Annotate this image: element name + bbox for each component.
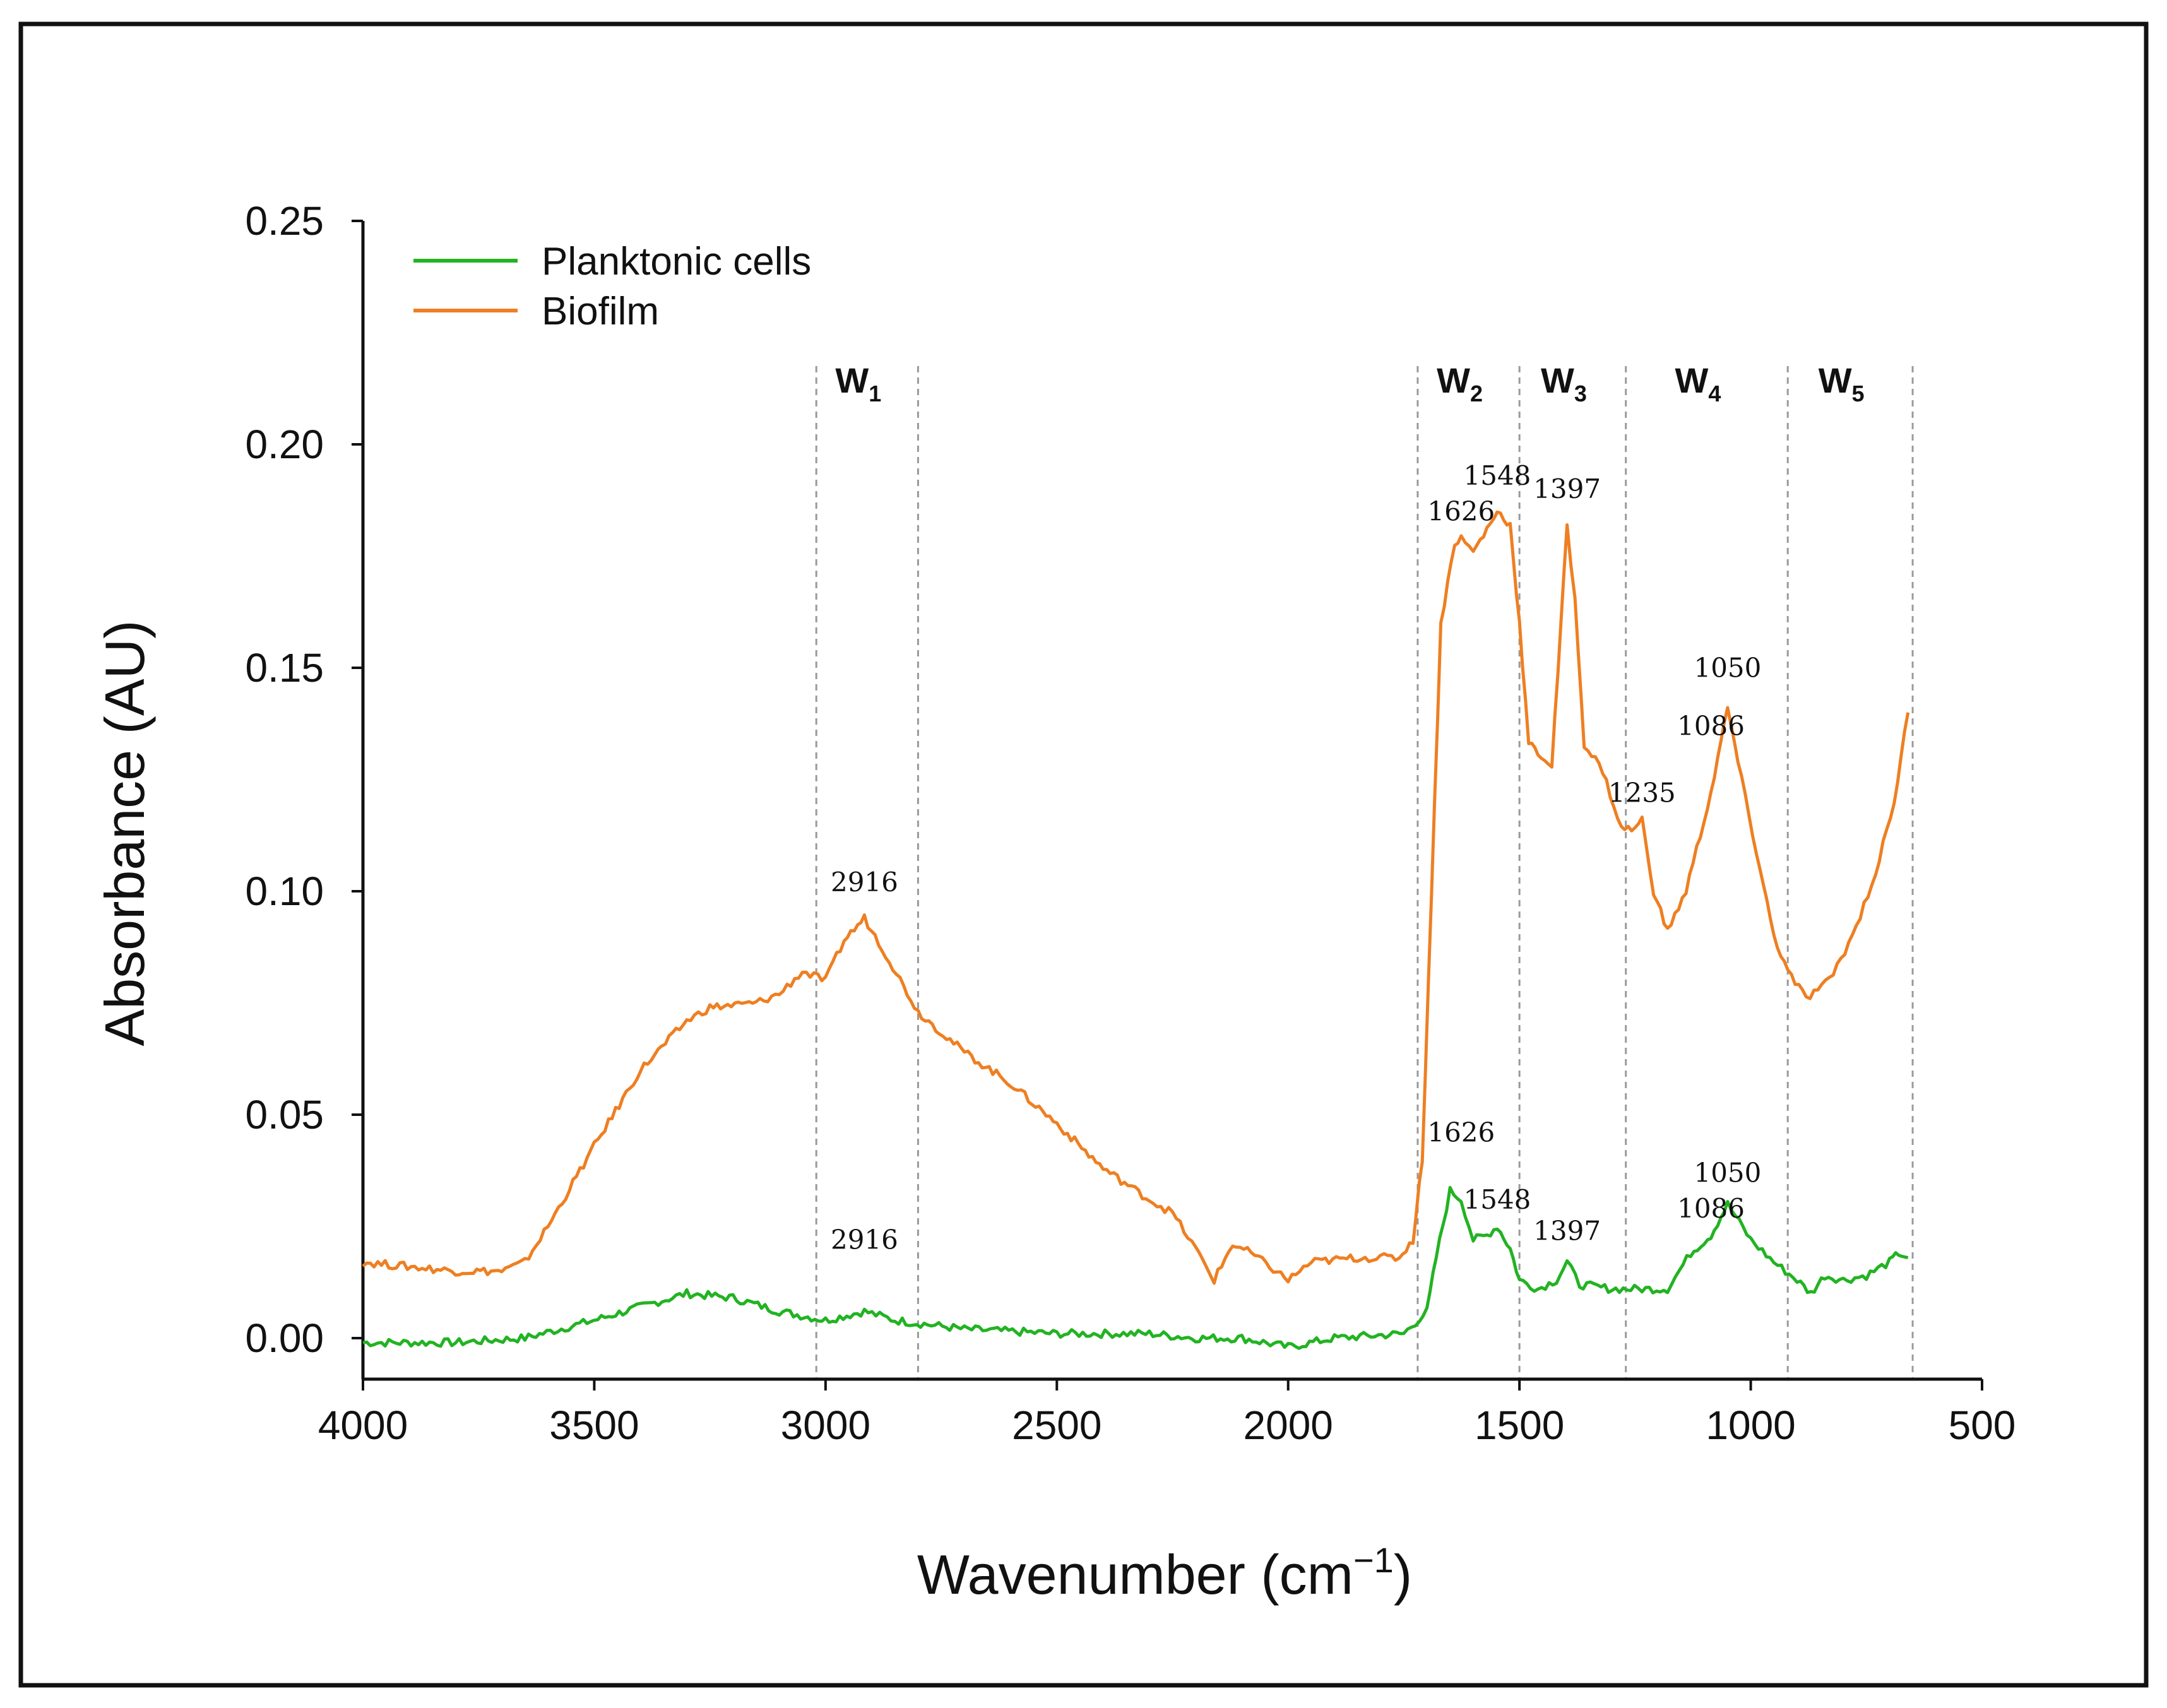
x-tick-label: 3000 [781, 1403, 870, 1448]
x-tick-label: 500 [1949, 1403, 2016, 1448]
region-label-main: W [1437, 360, 1470, 400]
region-label-w2: W2 [1437, 360, 1483, 406]
x-axis-title-main: Wavenumber (cm [917, 1543, 1353, 1606]
region-label-w3: W3 [1541, 360, 1587, 406]
peak-label: 2916 [831, 1225, 898, 1255]
y-ticks: 0.00 0.05 0.10 0.15 0.20 0.25 [245, 198, 363, 1361]
x-axis-title: Wavenumber (cm−1) [917, 1540, 1412, 1606]
region-label-main: W [1675, 360, 1709, 400]
y-tick-label: 0.15 [245, 645, 324, 691]
peak-label: 1626 [1427, 496, 1495, 527]
region-label-subscript: 3 [1574, 381, 1587, 406]
y-tick-label: 0.20 [245, 422, 324, 467]
peak-label: 1548 [1464, 1184, 1531, 1215]
peak-label: 1548 [1464, 460, 1531, 491]
legend-label-planktonic: Planktonic cells [542, 240, 811, 283]
region-labels: W1 W2 W3 W4 W5 [835, 360, 1864, 406]
peak-label: 1626 [1427, 1117, 1495, 1148]
region-label-w5: W5 [1819, 360, 1865, 406]
y-tick-label: 0.00 [245, 1315, 324, 1361]
peak-label: 1235 [1608, 778, 1676, 809]
x-tick-label: 3500 [549, 1403, 639, 1448]
region-label-main: W [1541, 360, 1574, 400]
region-label-w4: W4 [1675, 360, 1721, 406]
figure-frame [18, 21, 2149, 1688]
series-line-planktonic-cells [362, 1185, 1909, 1350]
x-tick-label: 2000 [1244, 1403, 1333, 1448]
y-tick-label: 0.10 [245, 869, 324, 914]
x-tick-label: 1000 [1706, 1403, 1795, 1448]
peak-label: 1050 [1694, 652, 1761, 683]
y-axis-title: Absorbance (AU) [93, 620, 156, 1047]
region-label-subscript: 2 [1470, 381, 1483, 406]
region-label-w1: W1 [835, 360, 881, 406]
peak-label: 1086 [1677, 710, 1745, 741]
region-label-subscript: 1 [869, 381, 881, 406]
peak-label: 1397 [1533, 1215, 1601, 1246]
axes [361, 221, 1982, 1381]
legend: Planktonic cells Biofilm [413, 240, 811, 333]
region-label-subscript: 5 [1852, 381, 1865, 406]
y-tick-label: 0.05 [245, 1092, 324, 1137]
region-label-subscript: 4 [1708, 381, 1721, 406]
x-tick-label: 1500 [1475, 1403, 1564, 1448]
x-tick-label: 2500 [1012, 1403, 1101, 1448]
series-lines [362, 510, 1910, 1350]
x-tick-label: 4000 [318, 1403, 408, 1448]
y-tick-label: 0.25 [245, 198, 324, 244]
region-label-main: W [1819, 360, 1852, 400]
x-ticks: 4000 3500 3000 2500 2000 1500 1000 500 [318, 1379, 2016, 1448]
region-label-main: W [835, 360, 869, 400]
peak-label: 1050 [1694, 1157, 1761, 1188]
peak-label: 2916 [831, 867, 898, 898]
series-line-biofilm [362, 510, 1910, 1285]
peak-label: 1086 [1677, 1193, 1745, 1224]
peak-label: 1397 [1533, 473, 1601, 504]
legend-label-biofilm: Biofilm [542, 290, 659, 333]
x-axis-title-close: ) [1394, 1543, 1412, 1606]
x-axis-title-superscript: −1 [1353, 1540, 1394, 1580]
